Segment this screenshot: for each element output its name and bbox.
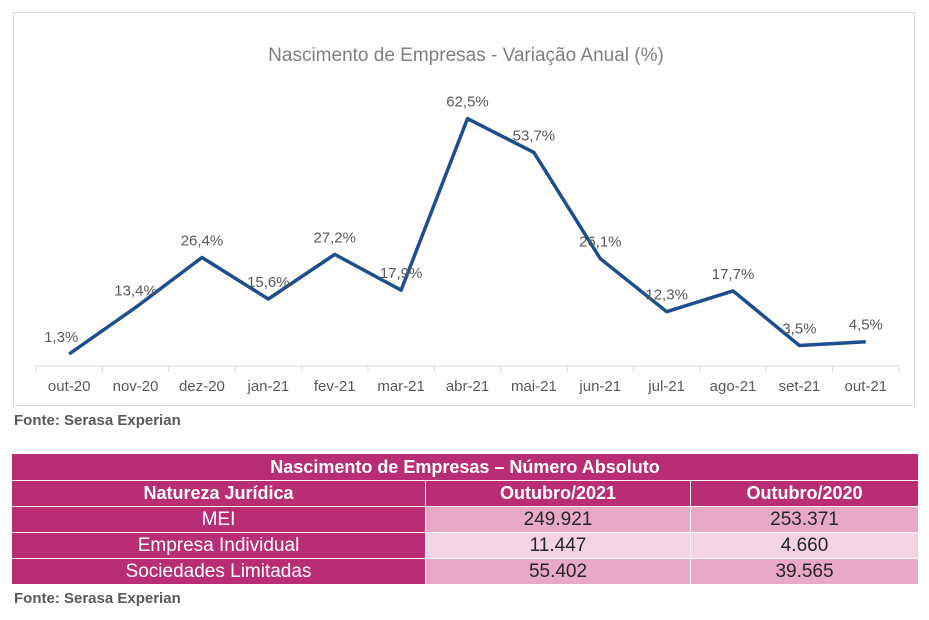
data-label: 53,7% (513, 127, 556, 144)
row-label: Empresa Individual (11, 532, 426, 559)
data-label: 15,6% (247, 274, 290, 291)
cell-value: 11.447 (425, 532, 691, 559)
chart-frame: Nascimento de Empresas - Variação Anual … (13, 12, 915, 406)
table-row: MEI 249.921 253.371 (11, 506, 920, 533)
data-label: 26,4% (181, 232, 224, 249)
x-ticks (35, 366, 900, 372)
row-label: Sociedades Limitadas (11, 558, 426, 585)
column-header-oct2021: Outubro/2021 (425, 480, 691, 507)
cell-value: 4.660 (689, 532, 920, 559)
chart-title: Nascimento de Empresas - Variação Anual … (268, 45, 664, 66)
data-label: 13,4% (114, 282, 157, 299)
table-row: Empresa Individual 11.447 4.660 (11, 532, 920, 559)
x-tick-label: ago-21 (710, 378, 757, 395)
cell-value: 55.402 (425, 558, 691, 585)
x-tick-label: out-21 (845, 378, 888, 395)
table-row: Sociedades Limitadas 55.402 39.565 (11, 558, 920, 585)
data-label: 3,5% (782, 321, 816, 338)
x-tick-label: set-21 (779, 378, 821, 395)
data-label: 12,3% (645, 287, 688, 304)
cell-value: 253.371 (689, 506, 920, 533)
x-tick-label: mar-21 (377, 378, 425, 395)
x-tick-label: mai-21 (511, 378, 557, 395)
x-tick-label: jun-21 (578, 378, 621, 395)
x-tick-label: dez-20 (179, 378, 225, 395)
data-label: 62,5% (446, 94, 489, 111)
x-tick-label: nov-20 (113, 378, 159, 395)
data-label: 17,9% (380, 265, 423, 282)
data-label: 1,3% (44, 329, 78, 346)
line-chart: Nascimento de Empresas - Variação Anual … (35, 45, 900, 395)
x-tick-label: out-20 (48, 378, 91, 395)
table-title: Nascimento de Empresas – Número Absoluto (10, 453, 920, 481)
data-label: 27,2% (313, 229, 356, 246)
x-tick-label: jul-21 (647, 378, 685, 395)
row-label: MEI (11, 506, 426, 533)
source-note: Fonte: Serasa Experian (14, 590, 181, 607)
cell-value: 249.921 (425, 506, 691, 533)
absolute-number-table: Nascimento de Empresas – Número Absoluto… (10, 453, 920, 585)
data-label: 4,5% (849, 317, 883, 334)
x-tick-label: abr-21 (446, 378, 489, 395)
x-tick-label: fev-21 (314, 378, 356, 395)
x-tick-labels: out-20 nov-20 dez-20 jan-21 fev-21 mar-21 abr-… (48, 378, 887, 395)
cell-value: 39.565 (689, 558, 920, 585)
column-header-oct2020: Outubro/2020 (689, 480, 920, 507)
data-labels: 1,3% 13,4% 26,4% 15,6% 27,2% 17,9% 62,5% 53,7% 2… (44, 94, 883, 346)
series-line (68, 116, 866, 356)
data-label: 17,7% (712, 266, 755, 283)
column-header-nature: Natureza Jurídica (11, 480, 426, 507)
source-note: Fonte: Serasa Experian (14, 412, 181, 429)
x-tick-label: jan-21 (246, 378, 289, 395)
data-label: 26,1% (579, 234, 622, 251)
